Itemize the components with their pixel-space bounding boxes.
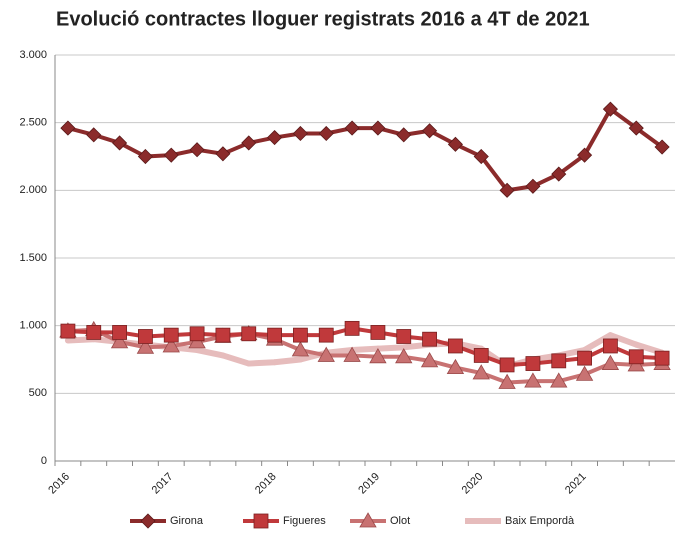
data-point bbox=[654, 139, 670, 155]
data-point bbox=[60, 323, 76, 339]
data-point bbox=[163, 327, 179, 343]
data-point bbox=[318, 327, 334, 343]
data-point bbox=[551, 353, 567, 369]
legend-marker bbox=[140, 513, 156, 529]
data-point bbox=[344, 320, 360, 336]
data-point bbox=[628, 120, 644, 136]
data-point bbox=[318, 125, 334, 142]
data-point bbox=[317, 346, 335, 362]
y-tick-label: 0 bbox=[41, 455, 47, 467]
data-point bbox=[396, 329, 412, 344]
legend-label: Olot bbox=[390, 515, 410, 527]
data-point bbox=[422, 331, 437, 347]
data-point bbox=[60, 120, 76, 136]
data-point bbox=[291, 341, 310, 357]
data-point bbox=[472, 364, 490, 380]
data-point bbox=[241, 135, 257, 151]
data-point bbox=[137, 148, 153, 165]
x-tick-label: 2019 bbox=[356, 471, 382, 497]
legend-label: Figueres bbox=[283, 515, 326, 527]
legend-label: Baix Empordà bbox=[505, 515, 575, 527]
data-point bbox=[297, 356, 304, 363]
data-point bbox=[293, 327, 308, 343]
data-point bbox=[422, 123, 438, 139]
y-tick-label: 500 bbox=[29, 387, 47, 399]
data-point bbox=[241, 326, 257, 342]
data-point bbox=[550, 372, 568, 388]
data-point bbox=[138, 329, 153, 344]
data-point bbox=[271, 359, 278, 366]
series-line bbox=[67, 332, 663, 370]
data-point bbox=[575, 365, 594, 381]
y-tick-label: 1.500 bbox=[19, 252, 47, 264]
data-point bbox=[370, 325, 386, 340]
data-point bbox=[601, 354, 620, 370]
data-point bbox=[525, 178, 541, 194]
data-point bbox=[551, 166, 567, 182]
data-point bbox=[499, 182, 515, 198]
y-tick-label: 2.000 bbox=[19, 184, 47, 196]
chart-title: Evolució contractes lloguer registrats 2… bbox=[56, 8, 590, 30]
data-point bbox=[473, 148, 489, 165]
data-point bbox=[577, 147, 593, 163]
data-point bbox=[136, 338, 155, 354]
data-point bbox=[215, 146, 231, 162]
data-point bbox=[194, 347, 201, 354]
y-tick-label: 2.500 bbox=[19, 117, 47, 129]
data-point bbox=[628, 349, 644, 365]
data-point bbox=[267, 327, 282, 343]
legend-marker bbox=[253, 513, 269, 529]
data-point bbox=[245, 360, 252, 367]
x-tick-label: 2016 bbox=[46, 471, 72, 497]
data-point bbox=[370, 120, 386, 136]
data-point bbox=[446, 358, 465, 375]
data-point bbox=[292, 125, 308, 142]
data-point bbox=[654, 350, 670, 366]
data-point bbox=[86, 127, 102, 143]
data-point bbox=[633, 341, 640, 348]
data-point bbox=[524, 372, 542, 388]
data-point bbox=[577, 350, 592, 366]
legend-label: Girona bbox=[170, 515, 204, 527]
data-point bbox=[400, 344, 407, 351]
series-line bbox=[67, 107, 664, 193]
data-point bbox=[447, 136, 463, 152]
data-point bbox=[498, 373, 516, 389]
y-tick-label: 1.000 bbox=[19, 320, 47, 332]
legend-marker bbox=[359, 512, 377, 528]
data-point bbox=[215, 327, 231, 343]
data-point bbox=[162, 337, 180, 353]
data-point bbox=[420, 352, 439, 368]
data-point bbox=[343, 346, 361, 362]
data-point bbox=[344, 120, 360, 136]
data-point bbox=[369, 347, 387, 364]
data-point bbox=[607, 332, 614, 339]
data-point bbox=[267, 129, 283, 146]
x-tick-label: 2021 bbox=[563, 471, 589, 497]
data-point bbox=[525, 356, 541, 371]
data-point bbox=[395, 347, 413, 364]
data-point bbox=[602, 101, 618, 117]
x-tick-label: 2017 bbox=[150, 471, 176, 497]
y-tick-label: 3.000 bbox=[19, 49, 47, 61]
data-point bbox=[499, 357, 515, 373]
x-tick-label: 2020 bbox=[460, 471, 486, 497]
data-point bbox=[112, 325, 127, 340]
data-point bbox=[219, 352, 226, 359]
data-point bbox=[473, 348, 489, 363]
data-point bbox=[112, 135, 128, 151]
data-point bbox=[189, 142, 205, 158]
data-point bbox=[64, 337, 71, 344]
x-tick-label: 2018 bbox=[253, 471, 279, 497]
data-point bbox=[110, 333, 129, 349]
data-point bbox=[448, 338, 463, 354]
data-point bbox=[189, 326, 205, 342]
data-point bbox=[603, 338, 618, 354]
data-point bbox=[86, 325, 102, 340]
data-point bbox=[396, 127, 412, 143]
data-point bbox=[163, 147, 179, 163]
